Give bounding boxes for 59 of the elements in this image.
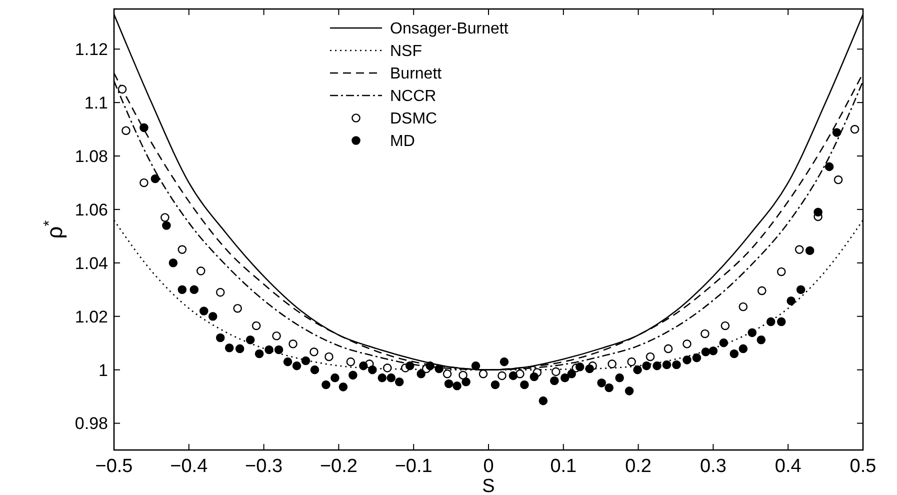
point <box>646 352 655 362</box>
y-tick-label: 1.04 <box>74 254 108 273</box>
point <box>664 344 673 354</box>
point <box>442 369 452 378</box>
y-tick-label: 0.98 <box>74 414 108 434</box>
point <box>272 331 281 340</box>
point <box>627 357 636 366</box>
point <box>252 321 261 330</box>
y-tick-label: 1 <box>98 360 108 380</box>
point <box>608 360 616 368</box>
x-axis-title: S <box>482 476 495 495</box>
y-tick-label: 1.1 <box>84 93 108 112</box>
x-tick-label: −0.4 <box>170 456 208 477</box>
x-tick-label: 0.4 <box>774 456 802 477</box>
legend-label: DSMC <box>390 110 438 128</box>
x-tick-label: 0 <box>483 456 494 477</box>
point <box>552 367 560 376</box>
point <box>178 245 187 254</box>
point <box>478 369 488 378</box>
y-tick-label: 1.12 <box>74 40 108 60</box>
y-tick-label: 1.06 <box>74 200 108 220</box>
point <box>682 339 692 348</box>
x-tick-label: 0.1 <box>550 456 577 477</box>
legend-label: Onsager-Burnett <box>390 20 509 38</box>
point <box>196 266 206 276</box>
point <box>498 371 506 380</box>
x-tick-label: −0.5 <box>95 456 133 477</box>
legend-label: NSF <box>390 43 422 60</box>
x-tick-label: 0.3 <box>700 456 726 477</box>
point <box>160 213 170 222</box>
point <box>233 304 242 313</box>
point <box>122 126 130 136</box>
x-tick-label: −0.3 <box>245 456 283 477</box>
point <box>346 357 356 366</box>
x-tick-label: −0.1 <box>394 456 432 477</box>
point <box>310 348 318 356</box>
point <box>288 339 298 348</box>
point <box>757 286 766 296</box>
y-tick-label: 1.08 <box>74 146 108 166</box>
point <box>834 175 843 184</box>
point <box>850 124 860 134</box>
legend-label: NCCR <box>390 88 436 106</box>
legend-label: Burnett <box>390 66 442 83</box>
point <box>458 370 468 380</box>
x-tick-label: 0.5 <box>850 456 876 477</box>
x-tick-label: −0.2 <box>320 456 358 477</box>
point <box>118 84 127 94</box>
point <box>324 352 334 362</box>
point <box>382 364 392 372</box>
point <box>720 321 730 330</box>
point <box>776 267 786 276</box>
legend-label: MD <box>390 133 415 150</box>
point <box>738 302 748 312</box>
x-tick-label: 0.2 <box>625 456 652 477</box>
point <box>140 178 148 188</box>
point <box>794 245 804 254</box>
point <box>216 288 225 297</box>
point <box>700 329 710 338</box>
y-tick-label: 1.02 <box>74 307 108 326</box>
